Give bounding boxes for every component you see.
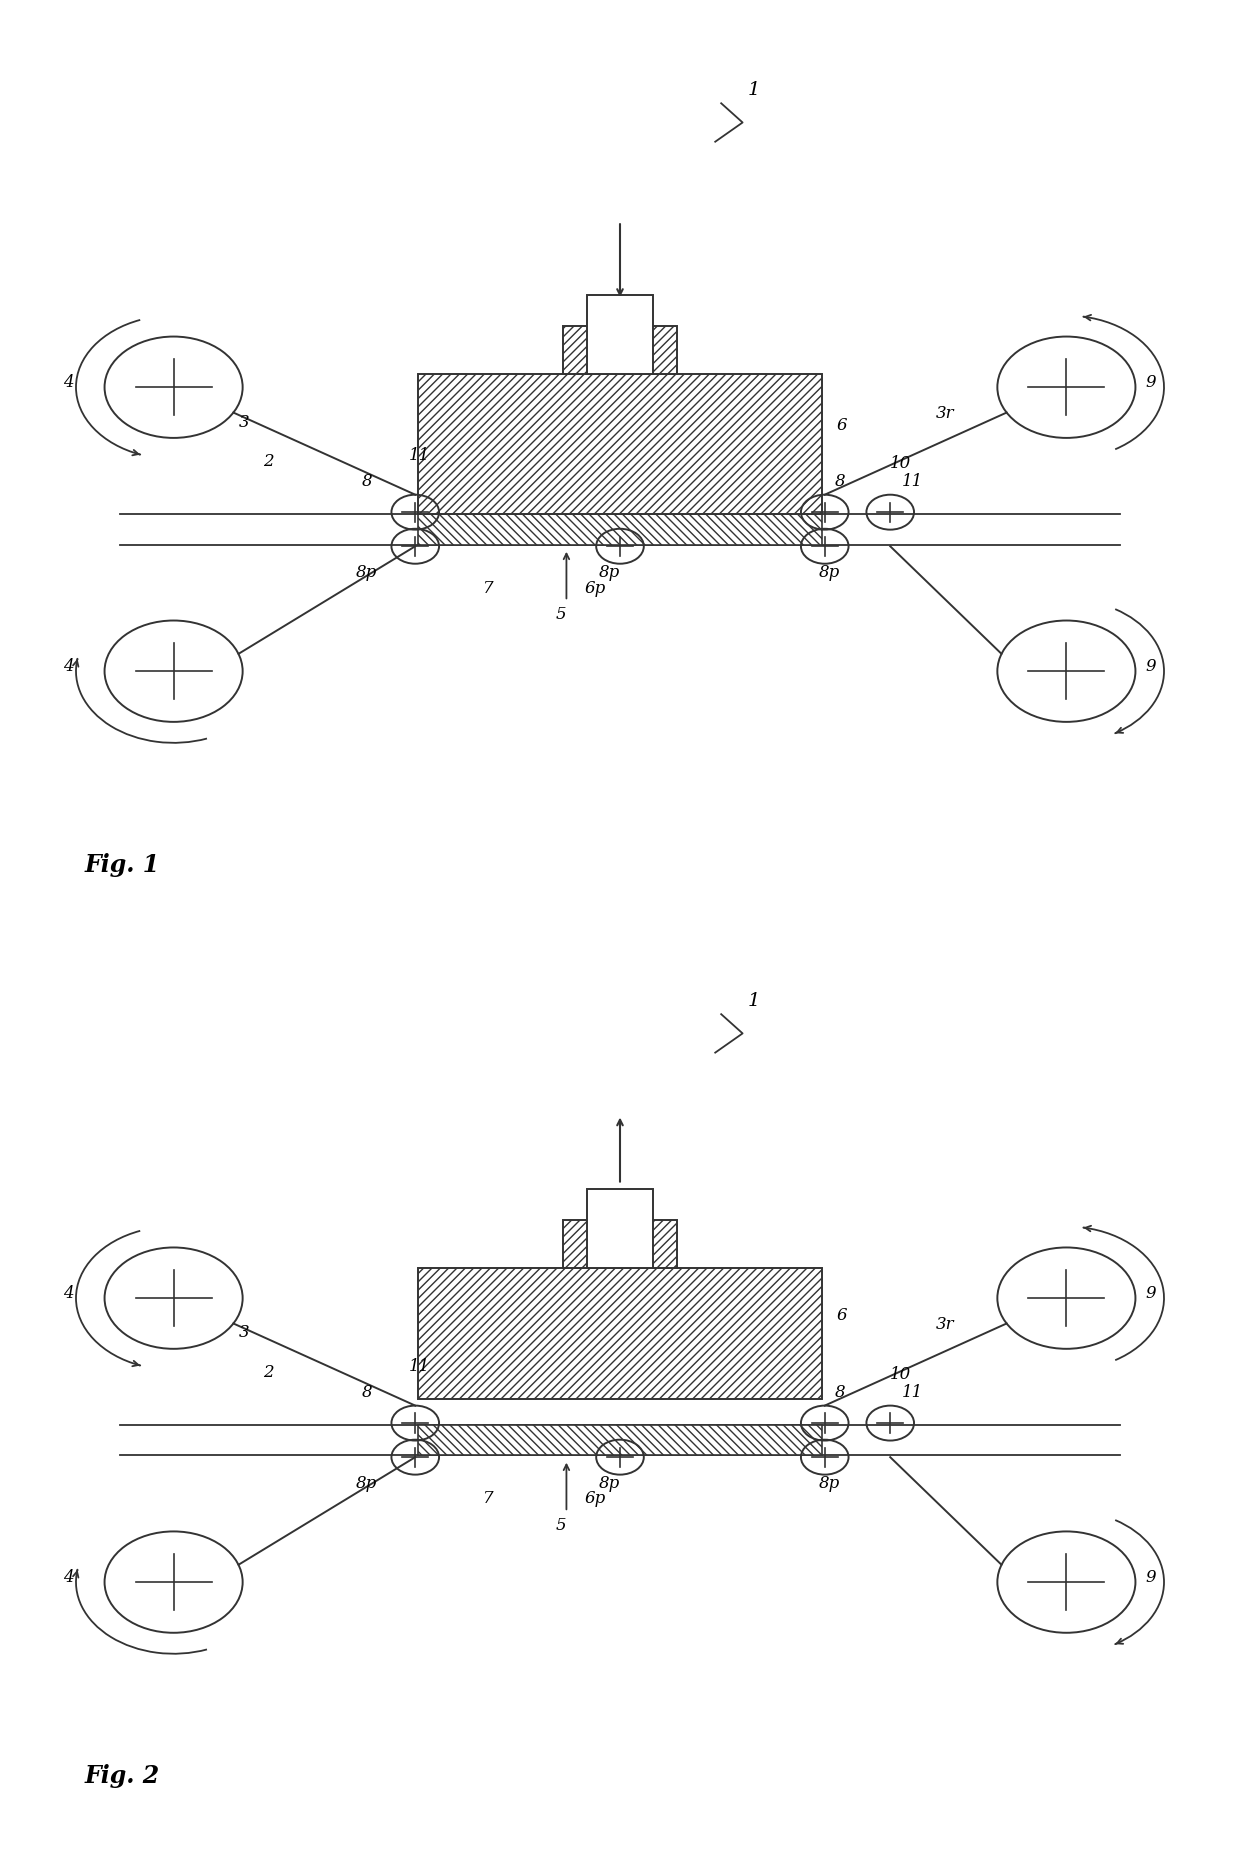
Text: 11: 11 [903,1383,924,1402]
Text: 6p: 6p [584,580,605,597]
Text: 9: 9 [1145,1569,1156,1586]
Bar [632,325,677,374]
Text: 2: 2 [263,1365,274,1381]
Text: 6: 6 [837,1307,847,1324]
Text: 6p: 6p [584,1491,605,1508]
Text: 8: 8 [362,1383,372,1402]
Text: 10: 10 [890,455,911,472]
Text: 7: 7 [484,580,494,597]
Text: 8p: 8p [599,1474,620,1491]
Text: 9: 9 [1145,658,1156,675]
Text: 2: 2 [263,454,274,470]
Text: 8p: 8p [818,1474,839,1491]
Bar [588,1190,652,1268]
Bar [632,1220,677,1268]
Text: 8p: 8p [599,563,620,580]
Text: 11: 11 [409,1357,430,1374]
Text: 8p: 8p [818,563,839,580]
Text: 3: 3 [239,1324,249,1342]
Text: 10: 10 [890,1366,911,1383]
Text: 8p: 8p [356,1474,377,1491]
Text: 4: 4 [63,1285,73,1301]
Text: 8p: 8p [356,563,377,580]
Text: 11: 11 [903,472,924,491]
Text: 8: 8 [835,1383,844,1402]
Bar [588,296,652,374]
Text: Fig. 2: Fig. 2 [84,1764,160,1788]
Text: 7: 7 [484,1491,494,1508]
Text: 3: 3 [239,413,249,431]
Text: 8: 8 [362,472,372,491]
Text: 1: 1 [748,82,760,99]
Text: 5: 5 [556,606,565,623]
Bar [563,325,608,374]
Text: 9: 9 [1145,1285,1156,1301]
Text: 3r: 3r [935,405,954,422]
Text: 9: 9 [1145,374,1156,390]
Bar [418,374,822,513]
Text: 8: 8 [835,472,844,491]
Text: 4: 4 [63,658,73,675]
Bar [418,1424,822,1456]
Text: 4: 4 [63,1569,73,1586]
Bar [563,1220,608,1268]
Bar [418,513,822,545]
Text: 3r: 3r [935,1316,954,1333]
Text: Fig. 1: Fig. 1 [84,853,160,877]
Text: 11: 11 [409,446,430,463]
Bar [418,1268,822,1398]
Text: 1: 1 [748,993,760,1009]
Text: 5: 5 [556,1517,565,1534]
Text: 4: 4 [63,374,73,390]
Text: 6: 6 [837,416,847,433]
